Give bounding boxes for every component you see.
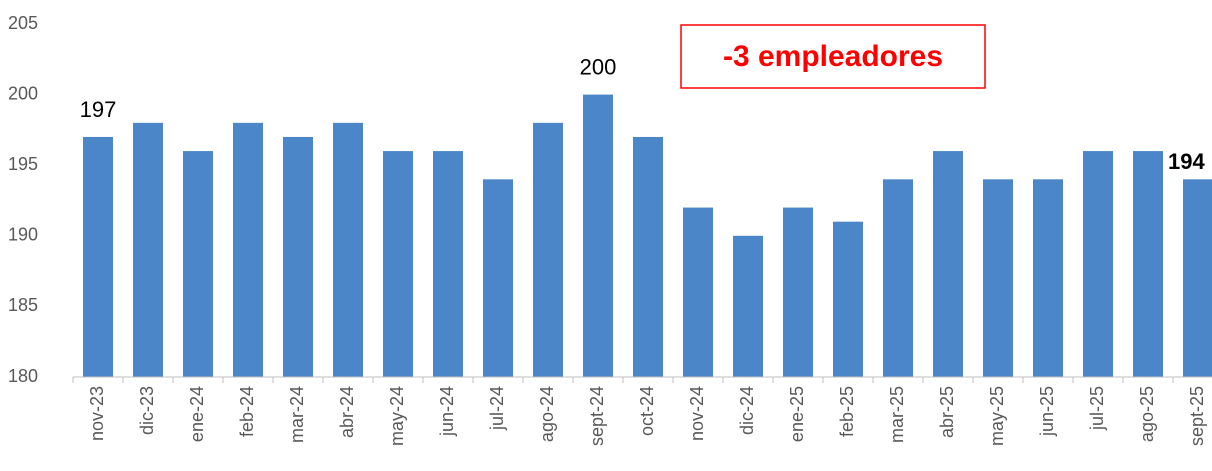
bar — [1083, 151, 1113, 377]
x-tick-label: mar-25 — [887, 386, 907, 443]
x-tick-label: ene-25 — [787, 386, 807, 442]
bar — [733, 235, 763, 377]
x-tick-label: ago-24 — [537, 386, 557, 442]
annotation: -3 empleadores — [723, 40, 943, 73]
x-tick-label: dic-23 — [137, 386, 157, 435]
y-tick-label: 205 — [8, 13, 38, 33]
x-tick-label: may-25 — [987, 386, 1007, 446]
bar — [433, 151, 463, 377]
x-tick-label: abr-24 — [337, 386, 357, 438]
x-tick-label: mar-24 — [287, 386, 307, 443]
y-tick-label: 190 — [8, 225, 38, 245]
x-tick-label: may-24 — [387, 386, 407, 446]
bar — [933, 151, 963, 377]
bar — [383, 151, 413, 377]
y-tick-label: 195 — [8, 154, 38, 174]
bar — [583, 94, 613, 377]
data-label: 200 — [580, 54, 617, 79]
bar — [183, 151, 213, 377]
x-tick-label: jul-25 — [1087, 386, 1107, 431]
y-tick-label: 180 — [8, 366, 38, 386]
x-tick-label: feb-24 — [237, 386, 257, 437]
x-tick-label: nov-24 — [687, 386, 707, 441]
x-tick-label: jun-25 — [1037, 386, 1057, 437]
x-tick-label: jul-24 — [487, 386, 507, 431]
y-tick-label: 185 — [8, 295, 38, 315]
x-tick-label: ago-25 — [1137, 386, 1157, 442]
bar — [983, 179, 1013, 377]
bar — [683, 207, 713, 377]
bar — [233, 122, 263, 377]
bar — [133, 122, 163, 377]
bar — [883, 179, 913, 377]
y-tick-label: 200 — [8, 83, 38, 103]
x-tick-label: sept-25 — [1187, 386, 1207, 446]
x-tick-label: sept-24 — [587, 386, 607, 446]
annotation-box — [680, 24, 986, 89]
bar — [833, 221, 863, 377]
data-label: 194 — [1168, 149, 1205, 174]
x-tick-label: abr-25 — [937, 386, 957, 438]
bar — [1183, 179, 1212, 377]
x-tick-label: jun-24 — [437, 386, 457, 437]
x-tick-label: ene-24 — [187, 386, 207, 442]
bar — [483, 179, 513, 377]
bar — [83, 136, 113, 377]
bar — [1133, 151, 1163, 377]
bar — [783, 207, 813, 377]
bar — [533, 122, 563, 377]
bar — [333, 122, 363, 377]
x-tick-label: oct-24 — [637, 386, 657, 436]
bar — [1033, 179, 1063, 377]
bar — [283, 136, 313, 377]
x-tick-label: feb-25 — [837, 386, 857, 437]
x-tick-label: dic-24 — [737, 386, 757, 435]
x-tick-label: nov-23 — [87, 386, 107, 441]
bar — [633, 136, 663, 377]
data-label: 197 — [80, 97, 117, 122]
